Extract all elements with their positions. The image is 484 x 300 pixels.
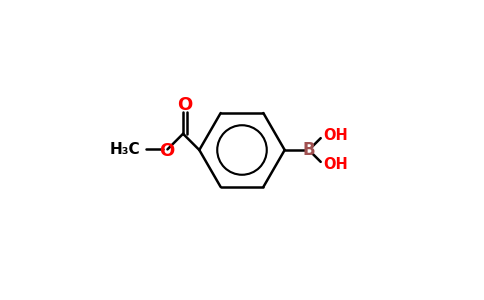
Text: B: B [302,141,315,159]
Text: OH: OH [323,157,348,172]
Text: O: O [177,96,193,114]
Text: O: O [159,142,175,160]
Text: OH: OH [323,128,348,143]
Text: H₃C: H₃C [109,142,140,157]
